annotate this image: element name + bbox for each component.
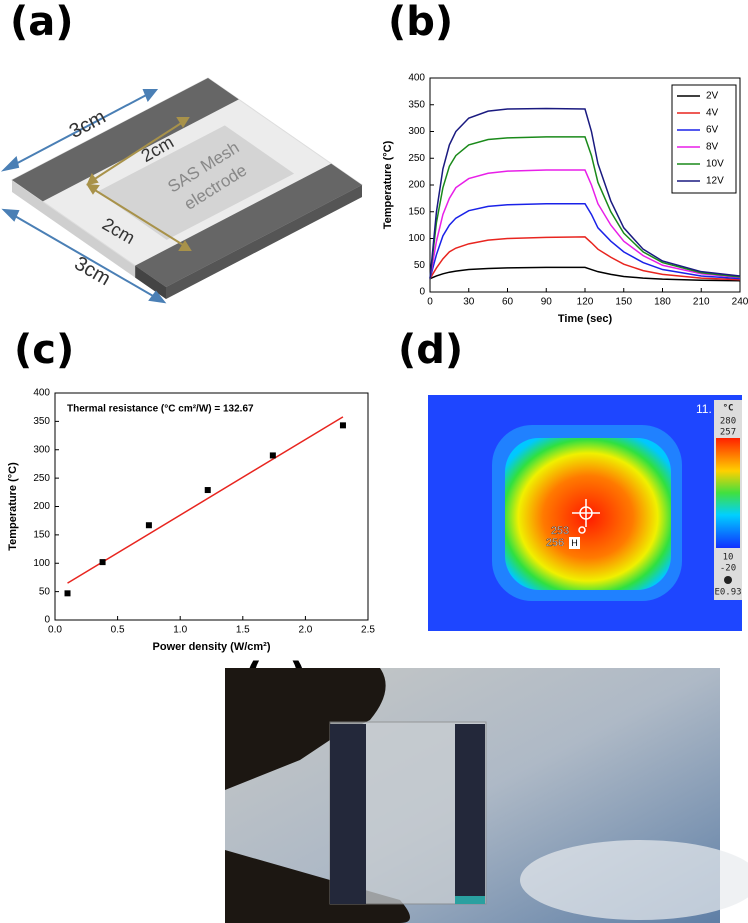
spot-label: 256 bbox=[546, 537, 564, 549]
x-tick-label: 0.0 bbox=[48, 625, 62, 636]
series-line bbox=[429, 202, 741, 280]
legend-label: 8V bbox=[706, 142, 719, 153]
data-point bbox=[339, 422, 346, 429]
y-tick-label: 250 bbox=[408, 153, 425, 164]
x-tick-label: 120 bbox=[577, 297, 594, 308]
x-tick-label: 240 bbox=[732, 297, 748, 308]
x-tick-label: 30 bbox=[463, 297, 475, 308]
x-tick-label: 0 bbox=[427, 297, 433, 308]
y-tick-label: 100 bbox=[408, 233, 425, 244]
panel-label: (c) bbox=[14, 327, 74, 373]
scale-label: 10 bbox=[723, 553, 734, 563]
y-tick-label: 300 bbox=[33, 444, 50, 455]
y-axis-label: Temperature (°C) bbox=[382, 140, 394, 229]
data-point bbox=[64, 590, 71, 597]
y-tick-label: 50 bbox=[39, 586, 51, 597]
series-line bbox=[429, 169, 741, 279]
x-tick-label: 180 bbox=[654, 297, 671, 308]
y-tick-label: 200 bbox=[33, 501, 50, 512]
y-tick-label: 350 bbox=[408, 99, 425, 110]
scale-label: -20 bbox=[720, 564, 736, 574]
legend-label: 4V bbox=[706, 108, 719, 119]
x-tick-label: 0.5 bbox=[111, 625, 125, 636]
data-point bbox=[204, 487, 211, 494]
device-diagram: 3cm 3cm 2cm 2cm SAS Mesh electrode bbox=[0, 77, 363, 304]
panel-label: (d) bbox=[398, 327, 463, 373]
x-tick-label: 60 bbox=[502, 297, 514, 308]
panel-label: (b) bbox=[388, 0, 453, 45]
spot-label: 253 bbox=[551, 525, 569, 537]
x-tick-label: 210 bbox=[693, 297, 710, 308]
thermal-image: 253 256 H 11. °C 280 257 10 -20 E0.93 bbox=[428, 395, 742, 631]
series-line bbox=[429, 236, 741, 281]
data-point bbox=[145, 522, 152, 529]
x-tick-label: 1.0 bbox=[173, 625, 187, 636]
corner-reading: 11. bbox=[696, 402, 712, 416]
series-line bbox=[429, 266, 741, 282]
y-tick-label: 200 bbox=[408, 180, 425, 191]
data-point bbox=[269, 452, 276, 459]
y-tick-label: 250 bbox=[33, 473, 50, 484]
data-point bbox=[99, 559, 106, 566]
y-tick-label: 350 bbox=[33, 416, 50, 427]
y-tick-label: 300 bbox=[408, 126, 425, 137]
y-tick-label: 100 bbox=[33, 558, 50, 569]
x-tick-label: 1.5 bbox=[236, 625, 250, 636]
legend-label: 2V bbox=[706, 91, 719, 102]
plot-frame bbox=[54, 392, 369, 621]
y-tick-label: 150 bbox=[33, 530, 50, 541]
y-tick-label: 0 bbox=[419, 287, 425, 298]
x-tick-label: 2.0 bbox=[298, 625, 312, 636]
annotation: Thermal resistance (°C cm²/W) = 132.67 bbox=[67, 404, 254, 415]
scale-label: 257 bbox=[720, 428, 736, 438]
legend-label: 10V bbox=[706, 159, 724, 170]
series-line bbox=[429, 107, 741, 279]
scale-label: E0.93 bbox=[714, 588, 741, 598]
legend-label: 6V bbox=[706, 125, 719, 136]
x-axis-label: Power density (W/cm²) bbox=[153, 641, 271, 653]
x-tick-label: 90 bbox=[541, 297, 553, 308]
x-tick-label: 150 bbox=[615, 297, 632, 308]
legend-box bbox=[671, 84, 737, 194]
y-tick-label: 400 bbox=[33, 388, 50, 399]
series-line bbox=[429, 136, 741, 279]
y-tick-label: 400 bbox=[408, 73, 425, 84]
legend-label: 12V bbox=[706, 176, 724, 187]
y-tick-label: 50 bbox=[414, 260, 426, 271]
spot-label: H bbox=[571, 538, 578, 548]
scale-unit: °C bbox=[723, 404, 734, 414]
x-tick-label: 2.5 bbox=[361, 625, 375, 636]
panel-label: (a) bbox=[10, 0, 74, 45]
sample-photo bbox=[225, 668, 748, 923]
fit-line bbox=[67, 416, 344, 584]
y-axis-label: Temperature (°C) bbox=[7, 462, 19, 551]
scale-label: 280 bbox=[720, 417, 736, 427]
y-tick-label: 150 bbox=[408, 206, 425, 217]
x-axis-label: Time (sec) bbox=[558, 313, 613, 325]
y-tick-label: 0 bbox=[44, 615, 50, 626]
